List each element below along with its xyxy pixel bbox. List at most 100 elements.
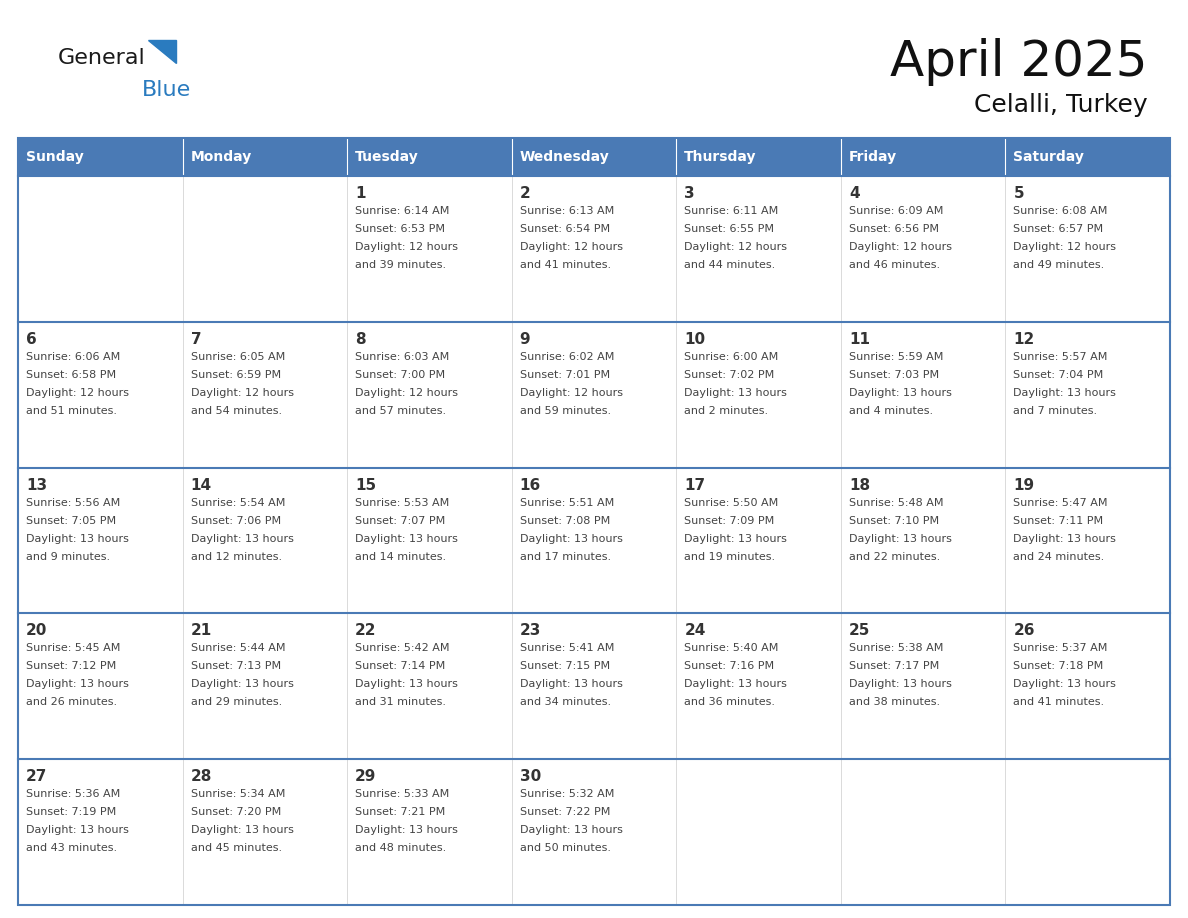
Text: 28: 28	[190, 769, 211, 784]
Text: Daylight: 13 hours: Daylight: 13 hours	[190, 825, 293, 835]
Text: Sunrise: 5:44 AM: Sunrise: 5:44 AM	[190, 644, 285, 654]
Text: April 2025: April 2025	[891, 38, 1148, 86]
Text: Sunrise: 5:41 AM: Sunrise: 5:41 AM	[519, 644, 614, 654]
Text: Sunrise: 5:38 AM: Sunrise: 5:38 AM	[849, 644, 943, 654]
Text: Sunset: 7:20 PM: Sunset: 7:20 PM	[190, 807, 280, 817]
Text: and 46 minutes.: and 46 minutes.	[849, 260, 940, 270]
Text: Daylight: 13 hours: Daylight: 13 hours	[519, 679, 623, 689]
Text: Sunset: 7:18 PM: Sunset: 7:18 PM	[1013, 661, 1104, 671]
Bar	[183, 176, 347, 322]
Text: Sunrise: 5:59 AM: Sunrise: 5:59 AM	[849, 352, 943, 362]
Text: Sunrise: 5:42 AM: Sunrise: 5:42 AM	[355, 644, 449, 654]
Text: 29: 29	[355, 769, 377, 784]
Bar	[183, 467, 347, 613]
Bar	[512, 176, 676, 322]
Bar	[18, 138, 183, 176]
Bar	[512, 467, 676, 613]
Text: 17: 17	[684, 477, 706, 493]
Text: Sunset: 6:57 PM: Sunset: 6:57 PM	[1013, 224, 1104, 234]
Text: and 41 minutes.: and 41 minutes.	[1013, 698, 1105, 708]
Text: Wednesday: Wednesday	[519, 150, 609, 164]
Bar	[18, 322, 183, 467]
Text: and 9 minutes.: and 9 minutes.	[26, 552, 110, 562]
Text: Daylight: 12 hours: Daylight: 12 hours	[1013, 242, 1117, 252]
Text: Daylight: 13 hours: Daylight: 13 hours	[849, 533, 952, 543]
Text: and 39 minutes.: and 39 minutes.	[355, 260, 447, 270]
Bar	[841, 138, 1005, 176]
Text: Daylight: 13 hours: Daylight: 13 hours	[1013, 387, 1117, 397]
Text: Daylight: 12 hours: Daylight: 12 hours	[190, 387, 293, 397]
Text: and 22 minutes.: and 22 minutes.	[849, 552, 940, 562]
Text: and 51 minutes.: and 51 minutes.	[26, 406, 116, 416]
Bar	[347, 613, 512, 759]
Text: Sunrise: 5:37 AM: Sunrise: 5:37 AM	[1013, 644, 1107, 654]
Text: and 34 minutes.: and 34 minutes.	[519, 698, 611, 708]
Text: and 2 minutes.: and 2 minutes.	[684, 406, 769, 416]
Text: Sunset: 6:54 PM: Sunset: 6:54 PM	[519, 224, 609, 234]
Text: Celalli, Turkey: Celalli, Turkey	[974, 93, 1148, 117]
Text: Sunrise: 5:45 AM: Sunrise: 5:45 AM	[26, 644, 120, 654]
Text: Daylight: 13 hours: Daylight: 13 hours	[26, 825, 128, 835]
Text: 24: 24	[684, 623, 706, 638]
Text: Sunset: 7:04 PM: Sunset: 7:04 PM	[1013, 370, 1104, 380]
Bar	[841, 322, 1005, 467]
Bar	[676, 467, 841, 613]
Text: Sunset: 7:03 PM: Sunset: 7:03 PM	[849, 370, 939, 380]
Text: 7: 7	[190, 331, 201, 347]
Text: 27: 27	[26, 769, 48, 784]
Text: Friday: Friday	[849, 150, 897, 164]
Bar	[1005, 467, 1170, 613]
Text: 16: 16	[519, 477, 541, 493]
Text: Sunset: 7:00 PM: Sunset: 7:00 PM	[355, 370, 446, 380]
Text: Daylight: 12 hours: Daylight: 12 hours	[519, 387, 623, 397]
Text: Daylight: 12 hours: Daylight: 12 hours	[684, 242, 788, 252]
Text: and 12 minutes.: and 12 minutes.	[190, 552, 282, 562]
Text: and 7 minutes.: and 7 minutes.	[1013, 406, 1098, 416]
Text: Sunset: 7:06 PM: Sunset: 7:06 PM	[190, 516, 280, 526]
Text: Sunrise: 5:54 AM: Sunrise: 5:54 AM	[190, 498, 285, 508]
Bar	[512, 613, 676, 759]
Text: Sunrise: 5:53 AM: Sunrise: 5:53 AM	[355, 498, 449, 508]
Text: Sunrise: 6:00 AM: Sunrise: 6:00 AM	[684, 352, 778, 362]
Text: 23: 23	[519, 623, 541, 638]
Text: Sunrise: 6:14 AM: Sunrise: 6:14 AM	[355, 206, 449, 216]
Bar	[676, 322, 841, 467]
Text: Daylight: 13 hours: Daylight: 13 hours	[519, 533, 623, 543]
Text: 26: 26	[1013, 623, 1035, 638]
Text: 3: 3	[684, 186, 695, 201]
Text: and 38 minutes.: and 38 minutes.	[849, 698, 940, 708]
Text: Sunset: 7:16 PM: Sunset: 7:16 PM	[684, 661, 775, 671]
Text: Saturday: Saturday	[1013, 150, 1085, 164]
Text: and 49 minutes.: and 49 minutes.	[1013, 260, 1105, 270]
Text: Sunset: 6:55 PM: Sunset: 6:55 PM	[684, 224, 775, 234]
Text: 15: 15	[355, 477, 377, 493]
Text: Sunset: 7:21 PM: Sunset: 7:21 PM	[355, 807, 446, 817]
Text: 30: 30	[519, 769, 541, 784]
Text: and 45 minutes.: and 45 minutes.	[190, 844, 282, 853]
Text: Daylight: 13 hours: Daylight: 13 hours	[684, 533, 788, 543]
Text: 10: 10	[684, 331, 706, 347]
Bar	[347, 759, 512, 905]
Text: and 36 minutes.: and 36 minutes.	[684, 698, 776, 708]
Bar	[183, 138, 347, 176]
Text: Daylight: 13 hours: Daylight: 13 hours	[684, 679, 788, 689]
Text: 18: 18	[849, 477, 870, 493]
Text: Sunrise: 5:51 AM: Sunrise: 5:51 AM	[519, 498, 614, 508]
Text: Sunset: 7:13 PM: Sunset: 7:13 PM	[190, 661, 280, 671]
Text: Sunrise: 6:11 AM: Sunrise: 6:11 AM	[684, 206, 778, 216]
Text: 6: 6	[26, 331, 37, 347]
Text: Tuesday: Tuesday	[355, 150, 419, 164]
Bar	[841, 176, 1005, 322]
Text: Sunrise: 5:47 AM: Sunrise: 5:47 AM	[1013, 498, 1108, 508]
Text: Sunrise: 5:32 AM: Sunrise: 5:32 AM	[519, 789, 614, 800]
Polygon shape	[148, 40, 176, 63]
Text: and 4 minutes.: and 4 minutes.	[849, 406, 933, 416]
Text: Sunset: 7:17 PM: Sunset: 7:17 PM	[849, 661, 939, 671]
Text: Daylight: 13 hours: Daylight: 13 hours	[519, 825, 623, 835]
Text: and 43 minutes.: and 43 minutes.	[26, 844, 118, 853]
Text: Sunrise: 6:13 AM: Sunrise: 6:13 AM	[519, 206, 614, 216]
Text: Thursday: Thursday	[684, 150, 757, 164]
Text: Sunrise: 5:33 AM: Sunrise: 5:33 AM	[355, 789, 449, 800]
Text: Daylight: 13 hours: Daylight: 13 hours	[849, 679, 952, 689]
Text: Sunset: 7:15 PM: Sunset: 7:15 PM	[519, 661, 609, 671]
